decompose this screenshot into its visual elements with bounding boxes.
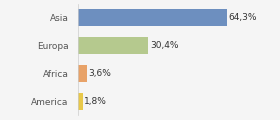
Bar bbox=[78, 93, 83, 110]
Bar bbox=[78, 9, 227, 26]
Text: 64,3%: 64,3% bbox=[228, 13, 257, 22]
Bar bbox=[78, 65, 87, 82]
Text: 1,8%: 1,8% bbox=[84, 97, 107, 106]
Bar bbox=[78, 37, 148, 54]
Text: 30,4%: 30,4% bbox=[150, 41, 179, 50]
Text: 3,6%: 3,6% bbox=[88, 69, 111, 78]
